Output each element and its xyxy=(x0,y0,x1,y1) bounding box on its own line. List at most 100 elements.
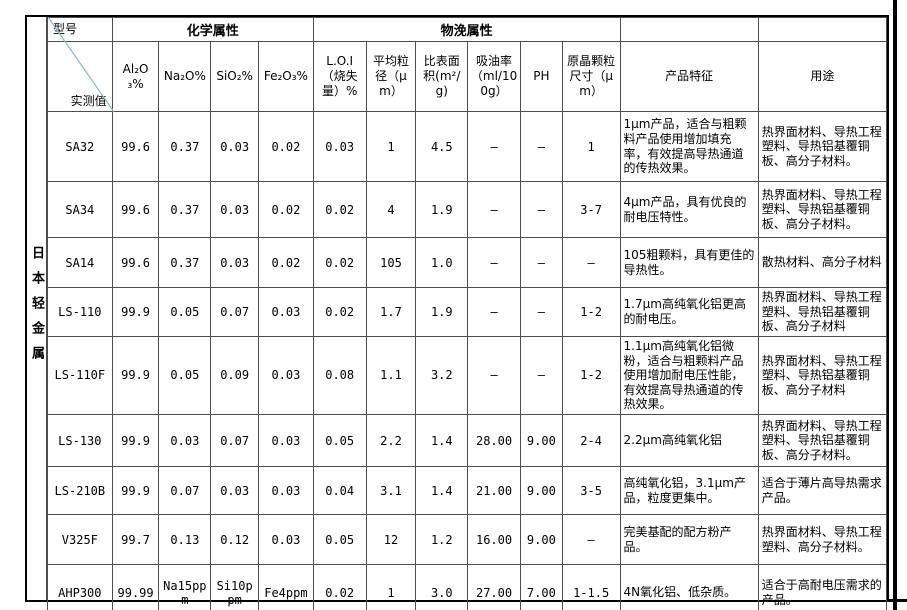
cell-al2o3: 99.9 xyxy=(111,466,160,515)
cell-model: SA32 xyxy=(47,111,113,182)
cell-ph: – xyxy=(519,181,563,238)
cell-product-feature: 2.2μm高纯氧化铝 xyxy=(619,414,759,467)
cell-oil-absorption: 21.00 xyxy=(467,466,521,515)
cell-avg-particle-size: 12 xyxy=(365,514,417,565)
cell-sio2: 0.03 xyxy=(210,111,260,182)
cell-product-feature: 4N氧化铝、低杂质。 xyxy=(619,564,759,610)
cell-sio2: 0.07 xyxy=(210,414,260,467)
header-col-sio2: SiO₂% xyxy=(210,41,260,112)
cell-fe2o3: 0.03 xyxy=(258,466,314,515)
cell-product-feature: 1μm产品，适合与粗颗料产品使用增加填充率，有效提高导热通道的传热效果。 xyxy=(619,111,759,182)
cell-oil-absorption: – xyxy=(467,111,521,182)
cell-avg-particle-size: 1.1 xyxy=(365,335,417,416)
cell-application: 热界面材料、导热工程塑料、导热铝基覆铜板、高分子材料。 xyxy=(757,181,888,238)
header-col-ph: PH xyxy=(519,41,563,112)
cell-na2o: 0.05 xyxy=(158,287,212,337)
cell-na2o: 0.03 xyxy=(158,414,212,467)
table-row: LS-210B 99.9 0.07 0.03 0.03 0.04 3.1 1.4… xyxy=(47,466,888,515)
table-row: SA14 99.6 0.37 0.03 0.02 0.02 105 1.0 – … xyxy=(47,237,888,288)
cell-loi: 0.08 xyxy=(312,335,367,416)
cell-application: 热界面材料、导热工程塑料、导热铝基覆铜板、高分子材料 xyxy=(757,335,888,416)
cell-ph: – xyxy=(519,237,563,288)
header-col-fe2o3: Fe₂O₃% xyxy=(258,41,314,112)
header-col-oil-absorption: 吸油率（ml/100g） xyxy=(467,41,521,112)
table-row: SA34 99.6 0.37 0.03 0.02 0.02 4 1.9 – – … xyxy=(47,181,888,238)
cell-crystal-size: – xyxy=(561,514,621,565)
cell-loi: 0.05 xyxy=(312,414,367,467)
cell-al2o3: 99.7 xyxy=(111,514,160,565)
cell-product-feature: 完美基配的配方粉产品。 xyxy=(619,514,759,565)
cell-application: 热界面材料、导热工程塑料、导热铝基覆铜板、高分子材料 xyxy=(757,287,888,337)
cell-sio2: 0.03 xyxy=(210,237,260,288)
cell-oil-absorption: 27.00 xyxy=(467,564,521,610)
header-group-row: 型号 化学属性 物浼属性 xyxy=(47,17,888,42)
cell-al2o3: 99.6 xyxy=(111,237,160,288)
header-col-avg-particle-size: 平均粒径（μm） xyxy=(365,41,417,112)
cell-surface-area: 3.0 xyxy=(415,564,469,610)
cell-sio2: Si10ppm xyxy=(210,564,260,610)
cell-ph: – xyxy=(519,335,563,416)
cell-na2o: 0.05 xyxy=(158,335,212,416)
cell-model: LS-110 xyxy=(47,287,113,337)
header-empty-cell-usage xyxy=(757,17,888,42)
cell-ph: 9.00 xyxy=(519,514,563,565)
cell-crystal-size: 1 xyxy=(561,111,621,182)
cell-na2o: 0.13 xyxy=(158,514,212,565)
header-col-na2o: Na₂O% xyxy=(158,41,212,112)
cell-avg-particle-size: 105 xyxy=(365,237,417,288)
cell-model: AHP300 xyxy=(47,564,113,610)
cell-oil-absorption: – xyxy=(467,181,521,238)
cell-surface-area: 4.5 xyxy=(415,111,469,182)
cell-oil-absorption: – xyxy=(467,335,521,416)
cell-avg-particle-size: 1 xyxy=(365,111,417,182)
cell-product-feature: 高纯氧化铝，3.1μm产品，粒度更集中。 xyxy=(619,466,759,515)
cell-avg-particle-size: 4 xyxy=(365,181,417,238)
cell-al2o3: 99.99 xyxy=(111,564,160,610)
cell-fe2o3: 0.02 xyxy=(258,237,314,288)
header-col-applications: 用途 xyxy=(757,41,888,112)
cell-crystal-size: 1-2 xyxy=(561,335,621,416)
cell-oil-absorption: 16.00 xyxy=(467,514,521,565)
header-col-product-features: 产品特征 xyxy=(619,41,759,112)
table-header: 型号 化学属性 物浼属性 实测值 Al₂O₃% Na₂O% SiO₂% Fe₂O… xyxy=(47,17,888,112)
table-row: SA32 99.6 0.37 0.03 0.02 0.03 1 4.5 – – … xyxy=(47,111,888,182)
cell-fe2o3: 0.02 xyxy=(258,111,314,182)
cell-al2o3: 99.6 xyxy=(111,181,160,238)
cell-crystal-size: 1-1.5 xyxy=(561,564,621,610)
header-col-loi: L.O.I（烧失量）% xyxy=(312,41,367,112)
cell-crystal-size: 2-4 xyxy=(561,414,621,467)
company-name: 日本轻金属 xyxy=(29,246,44,371)
cell-al2o3: 99.9 xyxy=(111,335,160,416)
cell-oil-absorption: 28.00 xyxy=(467,414,521,467)
table-row: LS-110F 99.9 0.05 0.09 0.03 0.08 1.1 3.2… xyxy=(47,335,888,416)
cell-application: 热界面材料、导热工程塑料、导热铝基覆铜板、高分子材料。 xyxy=(757,111,888,182)
cell-model: LS-130 xyxy=(47,414,113,467)
header-col-crystal-size: 原晶颗粒尺寸（μm） xyxy=(561,41,621,112)
cell-na2o: 0.07 xyxy=(158,466,212,515)
cell-surface-area: 3.2 xyxy=(415,335,469,416)
table-row: LS-130 99.9 0.03 0.07 0.03 0.05 2.2 1.4 … xyxy=(47,414,888,467)
header-col-surface-area: 比表面积(m²/g) xyxy=(415,41,469,112)
cell-ph: – xyxy=(519,287,563,337)
cell-application: 热界面材料、导热工程塑料、高分子材料。 xyxy=(757,514,888,565)
cell-loi: 0.02 xyxy=(312,181,367,238)
cell-crystal-size: 3-5 xyxy=(561,466,621,515)
spec-table-container: 日本轻金属 型号 化学属性 物浼属性 实测值 Al₂O₃% Na₂O% SiO₂… xyxy=(25,15,889,610)
header-measured-label: 实测值 xyxy=(47,41,113,112)
cell-surface-area: 1.4 xyxy=(415,466,469,515)
header-col-al2o3: Al₂O₃% xyxy=(111,41,160,112)
cell-sio2: 0.03 xyxy=(210,466,260,515)
cell-al2o3: 99.9 xyxy=(111,287,160,337)
cell-surface-area: 1.2 xyxy=(415,514,469,565)
cell-fe2o3: 0.03 xyxy=(258,514,314,565)
cell-crystal-size: – xyxy=(561,237,621,288)
cell-surface-area: 1.0 xyxy=(415,237,469,288)
cell-oil-absorption: – xyxy=(467,237,521,288)
cell-loi: 0.02 xyxy=(312,237,367,288)
cell-model: LS-210B xyxy=(47,466,113,515)
cell-ph: 7.00 xyxy=(519,564,563,610)
cell-avg-particle-size: 2.2 xyxy=(365,414,417,467)
cell-na2o: 0.37 xyxy=(158,111,212,182)
cell-loi: 0.04 xyxy=(312,466,367,515)
cell-al2o3: 99.6 xyxy=(111,111,160,182)
